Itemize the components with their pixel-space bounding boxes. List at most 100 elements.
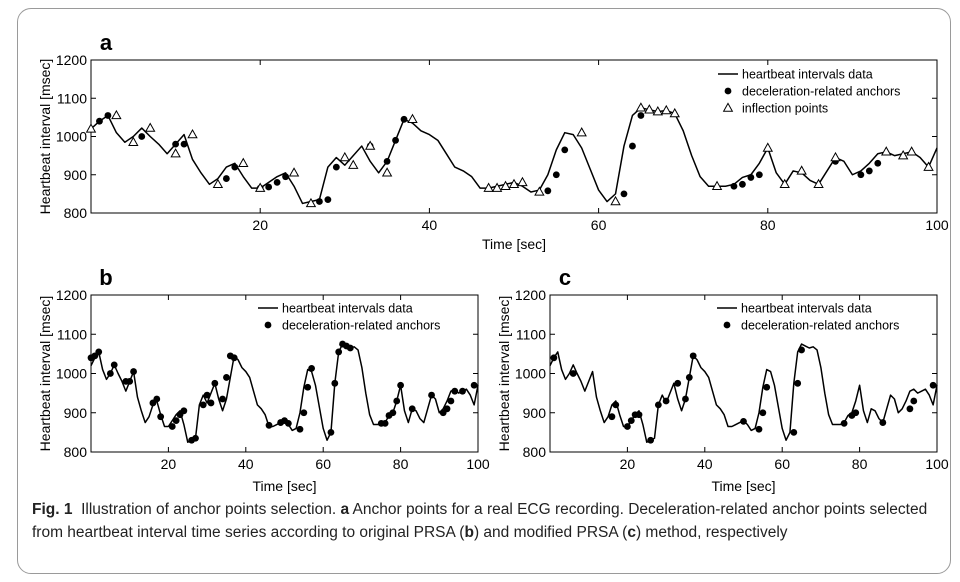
y-tick-label: 900 <box>523 405 547 421</box>
x-tick-label: 60 <box>315 456 331 472</box>
inflection-point <box>508 178 520 189</box>
anchor-point <box>203 391 211 399</box>
caption-letter-b: b <box>464 524 474 541</box>
anchor-point <box>332 163 340 171</box>
anchor-point <box>316 198 323 205</box>
anchor-point <box>929 381 937 389</box>
inflection-point <box>170 148 181 158</box>
inflection-point <box>661 104 672 115</box>
inflection-point <box>407 113 418 124</box>
inflection-point <box>238 157 249 167</box>
x-tick-label: 40 <box>697 456 713 472</box>
caption-intro: Illustration of anchor points selection. <box>81 501 337 518</box>
anchor-point <box>327 428 335 436</box>
anchor-point <box>689 352 697 360</box>
anchor-point <box>331 379 339 387</box>
inflection-point <box>128 136 139 146</box>
caption-fig-label: Fig. 1 <box>32 501 73 518</box>
anchor-point <box>408 405 416 413</box>
inflection-point <box>339 151 351 162</box>
y-tick-label: 1000 <box>56 366 87 382</box>
anchor-point <box>265 183 273 191</box>
anchor-point <box>629 142 636 150</box>
series-line <box>549 343 938 443</box>
x-tick-label: 40 <box>422 217 438 233</box>
anchor-point <box>392 136 399 144</box>
anchor-point <box>219 395 226 403</box>
anchor-point <box>282 173 289 181</box>
anchor-point <box>308 364 315 372</box>
inflection-point <box>610 195 621 206</box>
y-axis-label: Heartbeat interval [msec] <box>496 296 512 452</box>
anchor-point <box>654 401 662 409</box>
anchor-point <box>857 171 865 179</box>
anchor-point <box>95 348 103 356</box>
anchor-point <box>874 159 882 167</box>
figure-frame <box>17 8 951 574</box>
anchor-point <box>662 397 670 405</box>
chart-panel-a: a 800 900 1000 1100 1200 20 40 60 80 100 Time [sec]… <box>37 30 949 252</box>
y-tick-label: 900 <box>64 405 88 421</box>
x-tick-label: 40 <box>238 456 254 472</box>
inflection-point <box>212 178 224 189</box>
inflection-point <box>500 180 511 190</box>
y-tick-label: 1100 <box>57 326 87 342</box>
y-tick-label: 1200 <box>56 52 87 68</box>
anchor-point <box>459 387 466 395</box>
inflection-point <box>711 180 723 190</box>
inflection-point <box>762 142 774 152</box>
inflection-point <box>254 182 266 192</box>
inflection-point <box>187 128 198 139</box>
anchor-point <box>393 397 401 405</box>
anchor-point <box>569 370 577 377</box>
anchor-point <box>879 419 887 426</box>
inflection-point <box>669 107 680 118</box>
anchor-point <box>550 354 558 362</box>
panel-letter-c: c <box>559 265 571 290</box>
anchor-point <box>798 346 805 354</box>
legend-entry: inflection points <box>742 102 828 116</box>
anchor-point <box>790 428 798 436</box>
anchor-point <box>335 348 343 356</box>
inflection-point <box>85 123 97 133</box>
x-tick-label: 60 <box>774 456 790 472</box>
inflection-point <box>483 182 494 192</box>
anchor-point <box>443 405 451 413</box>
anchor-point <box>755 171 763 179</box>
caption-part-b: ) and modified PRSA ( <box>473 524 628 541</box>
anchor-point <box>153 395 161 403</box>
x-tick-label: 100 <box>925 217 949 233</box>
inflection-point <box>881 146 892 156</box>
inflection-point <box>381 167 393 177</box>
y-tick-label: 1200 <box>515 287 546 303</box>
caption-letter-a: a <box>340 501 350 518</box>
anchor-point <box>230 354 238 362</box>
x-tick-label: 60 <box>591 217 607 233</box>
anchor-point <box>840 419 848 427</box>
inflection-point <box>348 159 359 169</box>
x-tick-label: 20 <box>252 217 268 233</box>
anchor-point <box>397 381 404 389</box>
anchor-point <box>910 397 918 405</box>
anchor-point <box>104 112 112 119</box>
anchor-point <box>168 423 176 430</box>
anchor-point <box>389 409 397 417</box>
anchor-point <box>96 117 103 125</box>
anchor-point <box>759 409 767 417</box>
anchor-point <box>346 344 354 352</box>
legend-entry: heartbeat intervals data <box>741 302 872 316</box>
anchor-point <box>223 374 230 381</box>
y-tick-label: 1000 <box>56 129 87 145</box>
x-tick-label: 100 <box>466 456 490 472</box>
anchor-point <box>211 379 219 387</box>
anchor-point <box>383 157 391 165</box>
anchor-point <box>172 140 180 148</box>
anchor-point <box>740 417 747 425</box>
figure-canvas: a 800 900 1000 1100 1200 20 40 60 80 100 Time [sec]… <box>37 30 949 494</box>
inflection-point <box>644 104 655 114</box>
legend-entry: heartbeat intervals data <box>282 302 413 316</box>
chart-panel-b: b 800 900 1000 1100 1200 20 40 60 80 100 Time [sec]… <box>37 265 490 494</box>
legend-swatch-triangle <box>722 102 734 112</box>
anchor-point <box>865 167 873 175</box>
anchor-point <box>739 180 746 188</box>
